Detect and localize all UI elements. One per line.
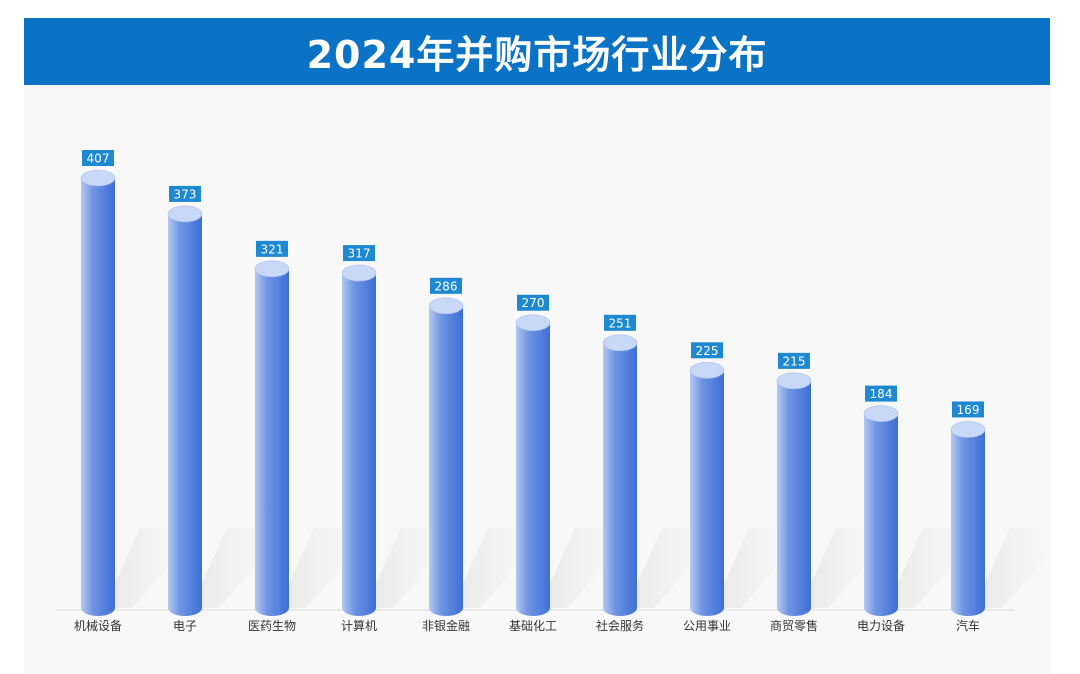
data-label-box [169, 185, 201, 202]
x-tick-label: 机械设备 [74, 618, 122, 633]
data-label-box [778, 352, 810, 369]
x-tick-label: 社会服务 [596, 618, 644, 633]
bar-top-cap [602, 334, 638, 352]
bar-top-cap [80, 169, 116, 187]
bar [777, 380, 811, 616]
data-label-text: 184 [870, 387, 893, 401]
data-labels-group: 407 373 321 317 286 270 251 225 215 184 169 [82, 150, 984, 418]
data-label-box [517, 294, 549, 311]
bar-top-cap [341, 264, 377, 282]
bars-group [80, 169, 986, 616]
data-label-text: 225 [696, 344, 719, 358]
x-tick-label: 汽车 [956, 618, 980, 633]
bar-top-cap [254, 260, 290, 278]
x-tick-labels-group: 机械设备 电子 医药生物 计算机 非银金融 基础化工 社会服务 公用事业 商贸零售 电力设备 汽车 [74, 618, 980, 633]
bar-top-cap [689, 361, 725, 379]
bar [168, 213, 202, 616]
data-label: 270 [517, 294, 549, 311]
bar-top-cap [428, 297, 464, 315]
chart-panel: 407 373 321 317 286 270 251 225 215 184 169 机械设备 电子… [24, 85, 1050, 674]
x-tick-label: 公用事业 [683, 619, 731, 633]
bar [255, 268, 289, 616]
data-label: 169 [952, 401, 984, 418]
data-label-text: 407 [87, 152, 110, 166]
x-tick-label: 电力设备 [857, 619, 905, 633]
data-label: 251 [604, 314, 636, 331]
data-label: 215 [778, 352, 810, 369]
x-tick-label: 医药生物 [248, 619, 296, 633]
bar [690, 370, 724, 616]
bar [603, 342, 637, 616]
data-label-text: 321 [261, 242, 284, 256]
data-label: 321 [256, 240, 288, 257]
data-label-box [82, 150, 114, 166]
data-label: 286 [430, 277, 462, 294]
data-label-text: 286 [435, 279, 458, 293]
title-bar: 2024年并购市场行业分布 [24, 18, 1050, 85]
data-label-text: 215 [783, 354, 806, 368]
bar [81, 178, 115, 616]
bar-top-cap [863, 405, 899, 422]
bar [864, 413, 898, 616]
data-label-text: 270 [522, 296, 545, 310]
bar-top-cap [776, 372, 812, 390]
bar [951, 429, 985, 616]
bar [342, 273, 376, 616]
data-label-box [952, 401, 984, 418]
bar-shadows [104, 528, 1050, 608]
data-label-box [430, 277, 462, 294]
data-label: 373 [169, 185, 201, 202]
data-label-text: 317 [348, 247, 371, 261]
data-label-box [865, 385, 897, 402]
x-tick-label: 电子 [173, 619, 197, 633]
data-label-box [691, 342, 723, 359]
data-label-box [604, 314, 636, 331]
bar-top-cap [167, 205, 203, 223]
data-label-text: 251 [609, 316, 632, 330]
bar-chart: 407 373 321 317 286 270 251 225 215 184 169 机械设备 电子… [56, 150, 1050, 633]
bar [429, 305, 463, 616]
bar-shadow [974, 528, 1050, 608]
chart-title: 2024年并购市场行业分布 [306, 33, 768, 77]
bar-top-cap [950, 421, 986, 438]
data-label: 184 [865, 385, 897, 402]
data-label-box [256, 240, 288, 257]
x-tick-label: 计算机 [341, 618, 377, 633]
x-tick-label: 商贸零售 [770, 618, 818, 633]
data-label: 407 [82, 150, 114, 166]
bar-top-cap [515, 314, 551, 332]
x-tick-label: 基础化工 [509, 619, 557, 633]
bar [516, 322, 550, 616]
x-tick-label: 非银金融 [422, 618, 470, 633]
data-label-box [343, 245, 375, 262]
data-label-text: 373 [174, 187, 197, 201]
data-label: 225 [691, 342, 723, 359]
data-label-text: 169 [957, 403, 980, 417]
data-label: 317 [343, 245, 375, 262]
